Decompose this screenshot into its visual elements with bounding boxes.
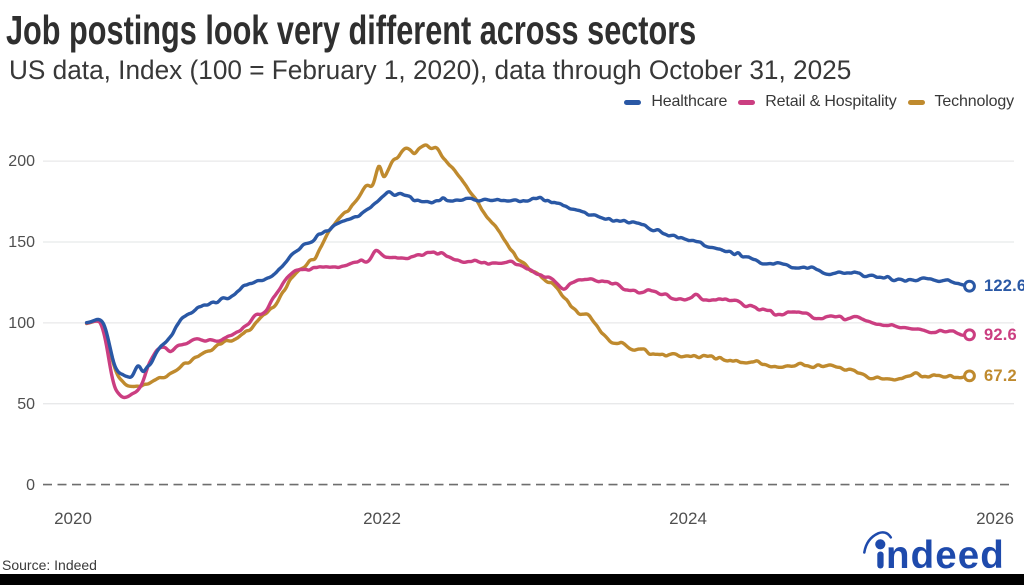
svg-text:ndeed: ndeed [886,534,1005,577]
